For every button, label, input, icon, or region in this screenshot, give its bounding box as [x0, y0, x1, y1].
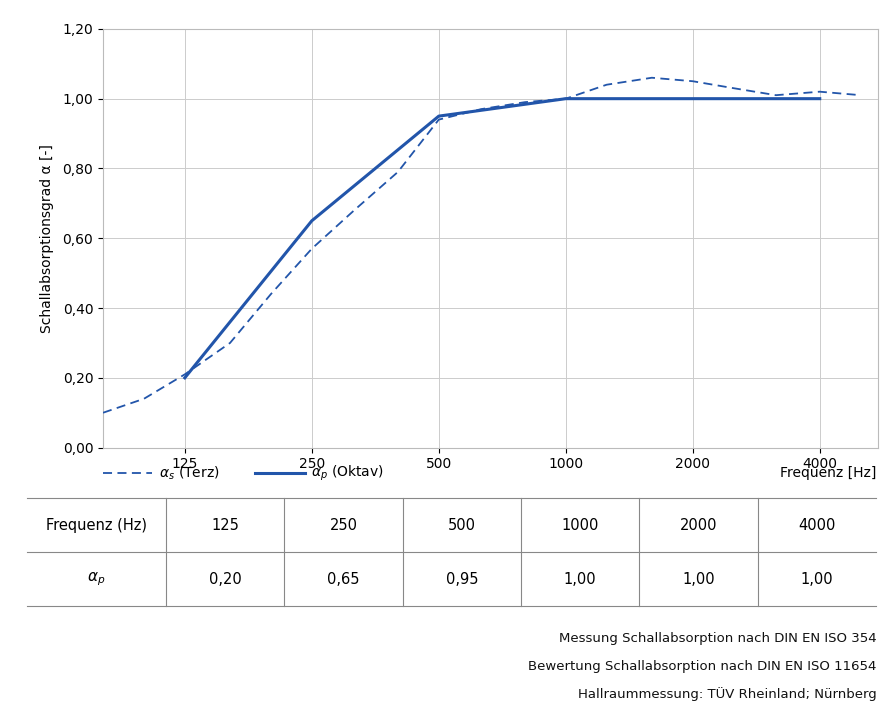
Text: Bewertung Schallabsorption nach DIN EN ISO 11654: Bewertung Schallabsorption nach DIN EN I… [528, 660, 876, 673]
Text: Frequenz [Hz]: Frequenz [Hz] [780, 466, 876, 480]
Text: 1,00: 1,00 [801, 572, 833, 587]
Text: Messung Schallabsorption nach DIN EN ISO 354: Messung Schallabsorption nach DIN EN ISO… [559, 632, 876, 645]
Text: 2000: 2000 [680, 518, 718, 533]
Text: 4000: 4000 [798, 518, 836, 533]
Text: 250: 250 [330, 518, 358, 533]
Text: Hallraummessung: TÜV Rheinland; Nürnberg: Hallraummessung: TÜV Rheinland; Nürnberg [578, 687, 876, 701]
Text: 1,00: 1,00 [564, 572, 597, 587]
Text: 0,65: 0,65 [327, 572, 359, 587]
Text: 1000: 1000 [562, 518, 599, 533]
Y-axis label: Schallabsorptionsgrad α [-]: Schallabsorptionsgrad α [-] [40, 144, 55, 333]
Text: $\alpha_p$ (Oktav): $\alpha_p$ (Oktav) [311, 464, 383, 482]
Text: $\alpha_s$ (Terz): $\alpha_s$ (Terz) [159, 464, 220, 482]
Text: $\alpha_p$: $\alpha_p$ [87, 570, 106, 588]
Text: 1,00: 1,00 [683, 572, 715, 587]
Text: 500: 500 [448, 518, 476, 533]
Text: 0,20: 0,20 [209, 572, 241, 587]
Text: 0,95: 0,95 [445, 572, 478, 587]
Text: Frequenz (Hz): Frequenz (Hz) [46, 518, 147, 533]
Text: 125: 125 [211, 518, 239, 533]
